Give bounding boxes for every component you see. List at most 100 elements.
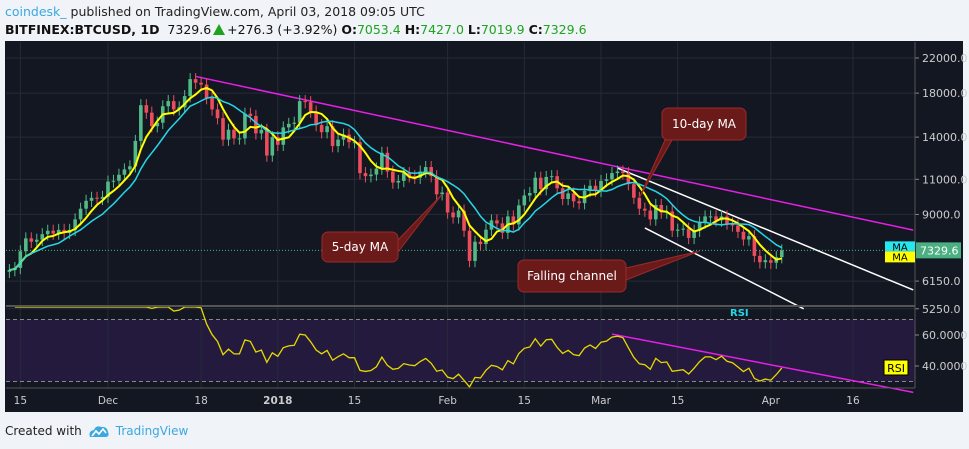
candle-body [648,210,653,220]
candle-body [215,109,220,119]
candle-body [703,216,707,223]
moving-averages [9,86,783,272]
candle-body [336,139,340,147]
candle-body [100,196,105,199]
footer: Created with TradingView [5,424,188,438]
trendlines [195,75,914,394]
candle-body [500,223,505,233]
candle-body [254,115,258,134]
x-tick-label: Feb [438,395,457,407]
candle-body [621,171,625,174]
grid [6,42,915,388]
candle-body [577,201,581,204]
candle-body [423,167,428,172]
candle-body [144,105,149,113]
candle-body [401,173,406,181]
tradingview-link[interactable]: TradingView [115,424,189,438]
candle-body [243,113,247,139]
candle-body [681,228,685,230]
last-price-label: 7329.6 [920,244,959,257]
ma5-label-box [885,251,915,263]
candle-body [24,238,28,252]
candle-body [708,216,713,218]
candle-body [675,229,680,231]
candle-body [314,111,318,126]
annotations: 10-day MA 5-day MA Falling channel [321,107,747,293]
candle-body [686,228,691,238]
last-price-box [916,242,961,259]
candle-body [571,193,576,202]
candle-body [341,134,346,140]
y-tick-label: 22000.0 [922,52,968,65]
candle-body [292,122,297,124]
author-link[interactable]: coindesk_ [5,4,67,19]
candle-body [210,98,214,110]
candle-body [445,192,450,213]
x-tick-label: 15 [14,395,27,407]
candle-body [204,84,209,99]
candle-body [325,126,329,133]
high-value: 7427.0 [420,22,464,37]
candle-body [199,82,203,85]
callout-text: Falling channel [527,269,617,283]
x-tick-label: 16 [846,395,860,407]
candle-body [7,270,12,272]
x-tick-label: 18 [194,395,207,407]
candle-body [128,166,132,170]
ma5-label: MA [892,252,908,263]
candle-body [610,173,614,180]
candle-body [29,238,34,242]
candle-body [511,216,516,225]
candle-body [182,96,187,108]
candle-body [779,250,784,258]
candle-body [429,167,433,177]
candle-body [741,231,746,240]
x-tick-label: 2018 [263,395,292,407]
last-price: 7329.6 [167,22,212,37]
candle-body [692,230,696,238]
candle-body [276,137,280,145]
change: +276.3 (+3.92%) [227,22,338,37]
candle-body [237,138,242,140]
candle-body [232,129,236,139]
y-tick-label: 6150.0 [922,275,961,288]
candle-body [560,188,565,199]
candle-body [56,229,61,234]
candle-body [522,195,527,206]
candles [7,73,784,279]
publish-info: coindesk_ published on TradingView.com, … [5,4,425,19]
open-value: 7053.4 [356,22,401,37]
ma10-label-box [885,241,915,252]
candle-body [653,204,658,220]
high-label: H: [404,22,421,37]
x-tick-label: 15 [348,395,361,407]
candle-body [150,112,154,127]
rsi-tick-label: 40.0000 [922,360,968,373]
candle-body [106,181,110,197]
candle-body [544,176,549,190]
candle-body [659,204,664,213]
candle-body [84,200,88,209]
candle-body [478,241,483,245]
low-label: L: [467,22,481,37]
ma10-label: MA [892,242,908,253]
candle-body [714,216,718,221]
candle-body [221,118,225,140]
candle-body [434,176,439,195]
candle-body [495,220,499,224]
candle-body [527,193,532,196]
candle-body [451,212,455,218]
axes: 22000.0 18000.0 14000.0 11000.0 9000.0 6150.0… [6,42,968,407]
rsi-band [6,319,915,382]
candle-body [763,260,768,263]
symbol: BITFINEX:BTCUSD, 1D [5,22,160,37]
low-value: 7019.9 [480,22,525,37]
candle-body [533,177,538,194]
candle-body [369,174,373,177]
candle-body [155,122,160,127]
rsi-tick-label: 60.0000 [922,329,968,342]
x-tick-label: Dec [98,395,119,407]
candle-body [303,101,307,103]
y-tick-label: 14000.0 [922,131,968,144]
